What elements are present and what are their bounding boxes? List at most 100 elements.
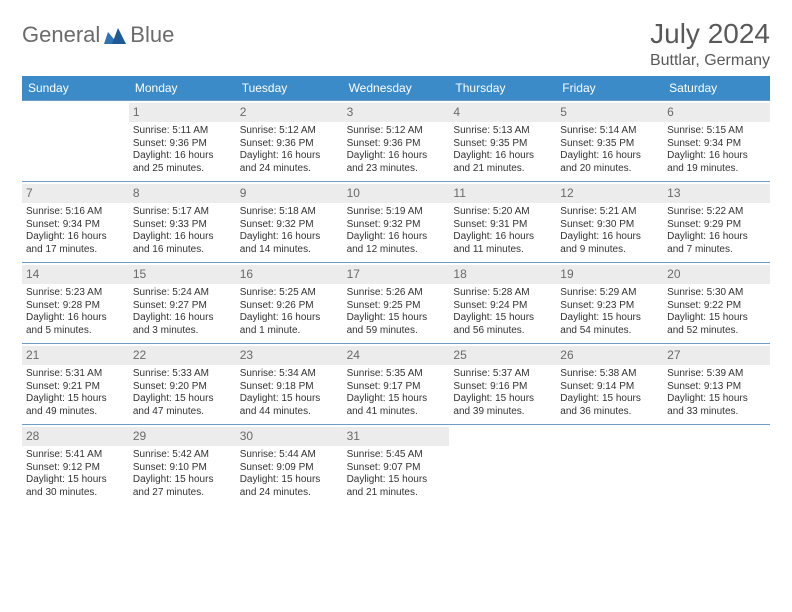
detail-sunset: Sunset: 9:07 PM bbox=[347, 462, 446, 475]
detail-daylight2: and 56 minutes. bbox=[453, 325, 552, 338]
detail-daylight1: Daylight: 15 hours bbox=[347, 312, 446, 325]
detail-sunset: Sunset: 9:23 PM bbox=[560, 300, 659, 313]
location-text: Buttlar, Germany bbox=[650, 52, 770, 70]
detail-sunrise: Sunrise: 5:11 AM bbox=[133, 125, 232, 138]
weekday-header: Sunday bbox=[22, 76, 129, 100]
day-number: 14 bbox=[22, 265, 129, 284]
detail-daylight1: Daylight: 15 hours bbox=[133, 474, 232, 487]
detail-daylight2: and 25 minutes. bbox=[133, 163, 232, 176]
calendar-cell: 13 Sunrise: 5:22 AMSunset: 9:29 PMDayligh… bbox=[663, 181, 770, 262]
detail-sunrise: Sunrise: 5:35 AM bbox=[347, 368, 446, 381]
calendar-cell: 6Sunrise: 5:15 AMSunset: 9:34 PMDaylight… bbox=[663, 100, 770, 181]
detail-daylight1: Daylight: 16 hours bbox=[240, 231, 339, 244]
day-number: 12 bbox=[556, 184, 663, 203]
detail-daylight2: and 16 minutes. bbox=[133, 244, 232, 257]
logo-text-2: Blue bbox=[130, 22, 174, 48]
calendar-header-row: SundayMondayTuesdayWednesdayThursdayFrid… bbox=[22, 76, 770, 100]
detail-daylight1: Daylight: 16 hours bbox=[26, 312, 125, 325]
detail-sunset: Sunset: 9:36 PM bbox=[347, 138, 446, 151]
day-number: 11 bbox=[449, 184, 556, 203]
day-number: 7 bbox=[22, 184, 129, 203]
detail-sunset: Sunset: 9:24 PM bbox=[453, 300, 552, 313]
calendar-cell: 29Sunrise: 5:42 AMSunset: 9:10 PMDayligh… bbox=[129, 424, 236, 505]
detail-sunset: Sunset: 9:30 PM bbox=[560, 219, 659, 232]
calendar-page: General Blue July 2024 Buttlar, Germany … bbox=[0, 0, 792, 523]
detail-sunset: Sunset: 9:14 PM bbox=[560, 381, 659, 394]
detail-daylight1: Daylight: 15 hours bbox=[560, 312, 659, 325]
detail-daylight1: Daylight: 16 hours bbox=[560, 150, 659, 163]
detail-sunrise: Sunrise: 5:39 AM bbox=[667, 368, 766, 381]
detail-daylight1: Daylight: 16 hours bbox=[560, 231, 659, 244]
day-number: 23 bbox=[236, 346, 343, 365]
detail-sunrise: Sunrise: 5:20 AM bbox=[453, 206, 552, 219]
day-number: 29 bbox=[129, 427, 236, 446]
detail-daylight2: and 59 minutes. bbox=[347, 325, 446, 338]
detail-sunset: Sunset: 9:10 PM bbox=[133, 462, 232, 475]
detail-sunrise: Sunrise: 5:24 AM bbox=[133, 287, 232, 300]
detail-daylight1: Daylight: 16 hours bbox=[133, 150, 232, 163]
detail-sunset: Sunset: 9:29 PM bbox=[667, 219, 766, 232]
calendar-cell: 16Sunrise: 5:25 AMSunset: 9:26 PMDayligh… bbox=[236, 262, 343, 343]
detail-daylight1: Daylight: 15 hours bbox=[453, 312, 552, 325]
detail-daylight2: and 49 minutes. bbox=[26, 406, 125, 419]
title-block: July 2024 Buttlar, Germany bbox=[650, 18, 770, 70]
detail-daylight1: Daylight: 15 hours bbox=[26, 393, 125, 406]
day-number: 1 bbox=[129, 103, 236, 122]
detail-sunset: Sunset: 9:27 PM bbox=[133, 300, 232, 313]
detail-daylight2: and 1 minute. bbox=[240, 325, 339, 338]
detail-daylight1: Daylight: 15 hours bbox=[240, 474, 339, 487]
detail-sunrise: Sunrise: 5:16 AM bbox=[26, 206, 125, 219]
detail-sunrise: Sunrise: 5:15 AM bbox=[667, 125, 766, 138]
detail-sunrise: Sunrise: 5:28 AM bbox=[453, 287, 552, 300]
detail-daylight2: and 5 minutes. bbox=[26, 325, 125, 338]
calendar-cell: 23Sunrise: 5:34 AMSunset: 9:18 PMDayligh… bbox=[236, 343, 343, 424]
weekday-header: Friday bbox=[556, 76, 663, 100]
detail-daylight2: and 21 minutes. bbox=[347, 487, 446, 500]
detail-sunrise: Sunrise: 5:30 AM bbox=[667, 287, 766, 300]
header-row: General Blue July 2024 Buttlar, Germany bbox=[22, 18, 770, 70]
detail-daylight1: Daylight: 16 hours bbox=[347, 231, 446, 244]
calendar-cell: 2Sunrise: 5:12 AMSunset: 9:36 PMDaylight… bbox=[236, 100, 343, 181]
calendar-cell: 9Sunrise: 5:18 AMSunset: 9:32 PMDaylight… bbox=[236, 181, 343, 262]
detail-daylight2: and 52 minutes. bbox=[667, 325, 766, 338]
detail-daylight2: and 12 minutes. bbox=[347, 244, 446, 257]
calendar-cell: 7Sunrise: 5:16 AMSunset: 9:34 PMDaylight… bbox=[22, 181, 129, 262]
logo: General Blue bbox=[22, 18, 174, 48]
detail-daylight2: and 23 minutes. bbox=[347, 163, 446, 176]
detail-sunset: Sunset: 9:20 PM bbox=[133, 381, 232, 394]
calendar-cell: 14Sunrise: 5:23 AMSunset: 9:28 PMDayligh… bbox=[22, 262, 129, 343]
detail-daylight1: Daylight: 15 hours bbox=[453, 393, 552, 406]
detail-sunrise: Sunrise: 5:22 AM bbox=[667, 206, 766, 219]
detail-daylight2: and 24 minutes. bbox=[240, 487, 339, 500]
detail-daylight2: and 3 minutes. bbox=[133, 325, 232, 338]
calendar-cell: 24Sunrise: 5:35 AMSunset: 9:17 PMDayligh… bbox=[343, 343, 450, 424]
month-title: July 2024 bbox=[650, 18, 770, 50]
day-number: 10 bbox=[343, 184, 450, 203]
detail-sunset: Sunset: 9:13 PM bbox=[667, 381, 766, 394]
detail-sunset: Sunset: 9:35 PM bbox=[453, 138, 552, 151]
calendar-cell: 17Sunrise: 5:26 AMSunset: 9:25 PMDayligh… bbox=[343, 262, 450, 343]
detail-daylight2: and 39 minutes. bbox=[453, 406, 552, 419]
detail-daylight1: Daylight: 16 hours bbox=[667, 150, 766, 163]
day-number: 3 bbox=[343, 103, 450, 122]
day-number: 17 bbox=[343, 265, 450, 284]
calendar-cell: 26Sunrise: 5:38 AMSunset: 9:14 PMDayligh… bbox=[556, 343, 663, 424]
day-number: 28 bbox=[22, 427, 129, 446]
detail-daylight2: and 47 minutes. bbox=[133, 406, 232, 419]
detail-daylight1: Daylight: 15 hours bbox=[667, 312, 766, 325]
detail-daylight1: Daylight: 16 hours bbox=[133, 312, 232, 325]
detail-daylight2: and 41 minutes. bbox=[347, 406, 446, 419]
detail-daylight1: Daylight: 15 hours bbox=[667, 393, 766, 406]
detail-sunset: Sunset: 9:18 PM bbox=[240, 381, 339, 394]
detail-daylight2: and 36 minutes. bbox=[560, 406, 659, 419]
calendar-cell: 19Sunrise: 5:29 AMSunset: 9:23 PMDayligh… bbox=[556, 262, 663, 343]
detail-sunset: Sunset: 9:12 PM bbox=[26, 462, 125, 475]
detail-daylight1: Daylight: 16 hours bbox=[667, 231, 766, 244]
weekday-header: Saturday bbox=[663, 76, 770, 100]
detail-daylight2: and 27 minutes. bbox=[133, 487, 232, 500]
calendar-cell: 11Sunrise: 5:20 AMSunset: 9:31 PMDayligh… bbox=[449, 181, 556, 262]
day-number: 13 bbox=[663, 184, 770, 203]
day-number: 31 bbox=[343, 427, 450, 446]
detail-daylight2: and 20 minutes. bbox=[560, 163, 659, 176]
day-number: 26 bbox=[556, 346, 663, 365]
